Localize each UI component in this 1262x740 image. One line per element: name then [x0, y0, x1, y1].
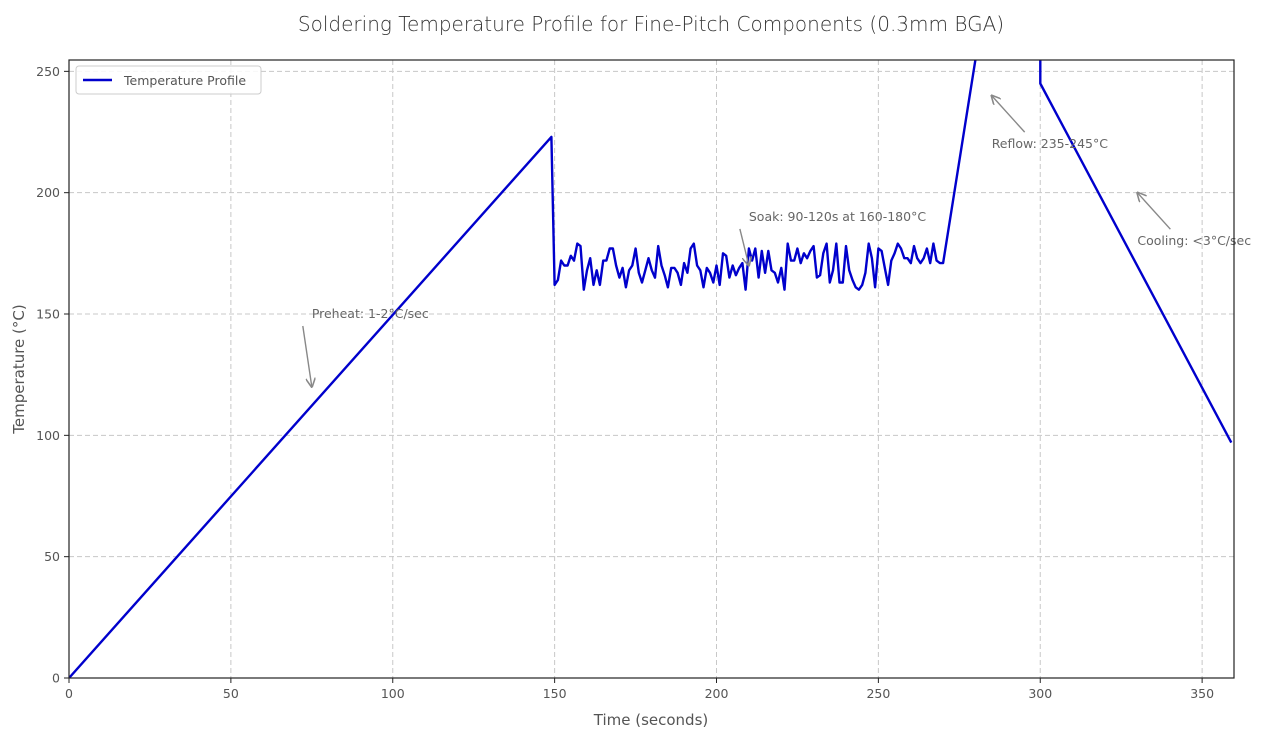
- annotation-arrow: [1137, 193, 1171, 230]
- y-tick-label: 200: [36, 185, 60, 200]
- x-tick-label: 300: [1028, 686, 1052, 701]
- annotation-arrow: [302, 325, 312, 387]
- annotation-label: Cooling: <3°C/sec: [1137, 233, 1251, 248]
- y-axis-label: Temperature (°C): [10, 304, 28, 434]
- y-axis-ticks: 0 50 100 150 200 250: [36, 64, 69, 686]
- x-tick-label: 350: [1190, 686, 1214, 701]
- annotation-arrow: [739, 228, 749, 266]
- y-tick-label: 50: [44, 549, 60, 564]
- legend-box: [75, 65, 262, 95]
- annotations: Preheat: 1-2°C/sec Soak: 90-120s at 160-1…: [302, 96, 1251, 387]
- temperature-profile-line: [69, 60, 1233, 678]
- x-tick-label: 250: [866, 686, 890, 701]
- annotation-label: Soak: 90-120s at 160-180°C: [749, 209, 926, 224]
- plot-area: [69, 60, 1233, 678]
- x-tick-label: 0: [65, 686, 73, 701]
- x-tick-label: 150: [543, 686, 567, 701]
- annotation-label: Preheat: 1-2°C/sec: [312, 306, 429, 321]
- y-tick-label: 100: [36, 428, 60, 443]
- legend: Temperature Profile: [75, 65, 262, 95]
- grid-lines: [68, 60, 1234, 679]
- x-axis-label: Time (seconds): [593, 711, 709, 729]
- x-axis-ticks: 0 50 100 150 200 250 300 350: [65, 678, 1214, 701]
- x-tick-label: 200: [705, 686, 729, 701]
- x-tick-label: 100: [381, 686, 405, 701]
- legend-label: Temperature Profile: [123, 73, 246, 88]
- axes-frame: [68, 59, 1235, 679]
- annotation-label: Reflow: 235-245°C: [992, 136, 1109, 151]
- annotation-arrow: [992, 96, 1026, 133]
- y-tick-label: 150: [36, 307, 60, 322]
- chart-title: Soldering Temperature Profile for Fine-P…: [298, 12, 1004, 36]
- y-tick-label: 250: [36, 64, 60, 79]
- x-tick-label: 50: [223, 686, 239, 701]
- y-tick-label: 0: [52, 671, 60, 686]
